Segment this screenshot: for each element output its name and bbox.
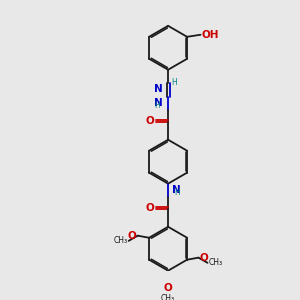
Text: CH₃: CH₃: [161, 294, 175, 300]
Text: O: O: [200, 253, 208, 262]
Text: CH₃: CH₃: [208, 258, 223, 267]
Text: N: N: [172, 184, 180, 195]
Text: H: H: [171, 78, 177, 87]
Text: H: H: [175, 188, 180, 197]
Text: N: N: [154, 84, 163, 94]
Text: N: N: [154, 98, 163, 107]
Text: OH: OH: [201, 30, 219, 40]
Text: H: H: [154, 101, 160, 110]
Text: O: O: [128, 231, 137, 241]
Text: CH₃: CH₃: [113, 236, 128, 245]
Text: O: O: [146, 203, 154, 213]
Text: O: O: [164, 283, 172, 293]
Text: O: O: [146, 116, 154, 126]
